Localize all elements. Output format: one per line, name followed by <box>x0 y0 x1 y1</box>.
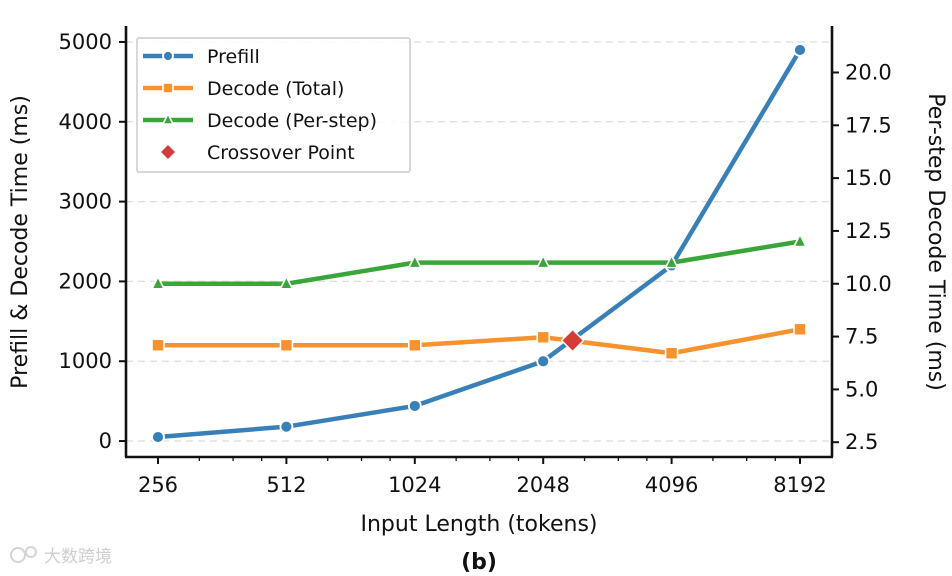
x-tick-label: 2048 <box>516 473 569 497</box>
data-point-decode-per-step <box>279 274 294 290</box>
data-point-decode-total <box>407 338 422 353</box>
legend-label-decode-per-step: Decode (Per-step) <box>207 110 377 132</box>
y-right-tick-label: 5.0 <box>845 377 878 401</box>
data-point-decode-per-step <box>792 232 808 248</box>
data-point-prefill <box>407 399 422 413</box>
watermark-logo-icon <box>25 546 37 558</box>
gridlines <box>126 41 832 442</box>
data-point-decode-per-step <box>535 253 551 269</box>
y-right-tick-label: 7.5 <box>845 325 878 349</box>
x-tick-label: 512 <box>266 473 306 497</box>
data-point-prefill <box>279 419 294 434</box>
x-tick-label: 8192 <box>773 473 826 497</box>
y-right-tick-label: 15.0 <box>845 166 892 190</box>
watermark: 大数跨境 <box>10 546 112 567</box>
y-axis-title-right: Per-step Decode Time (ms) <box>923 93 948 391</box>
legend-label-prefill: Prefill <box>207 46 260 68</box>
x-tick-label: 4096 <box>645 473 698 497</box>
watermark-text: 大数跨境 <box>44 547 112 567</box>
y-tick-label: 5000 <box>59 30 112 54</box>
series-lines <box>150 43 808 444</box>
x-axis-title: Input Length (tokens) <box>361 512 598 537</box>
data-point-decode-total <box>279 338 294 353</box>
y-tick-label: 2000 <box>59 269 112 293</box>
y-tick-label: 3000 <box>59 190 112 214</box>
figure-caption: (b) <box>461 550 497 575</box>
y-tick-label: 4000 <box>59 110 112 134</box>
legend-label-crossover-point: Crossover Point <box>207 142 355 164</box>
x-tick-label: 256 <box>138 473 178 497</box>
tick-labels: 0 1000 2000 3000 4000 5000 2.5 5.0 7.5 10.0 12.5 15… <box>59 30 892 497</box>
data-point-decode-total <box>664 346 679 361</box>
data-point-decode-total <box>536 330 551 345</box>
axes <box>119 26 839 464</box>
watermark-logo-icon <box>10 547 26 563</box>
y-right-tick-label: 20.0 <box>845 60 892 84</box>
series-line-decode-total <box>158 327 801 356</box>
y-axis-title-left: Prefill & Decode Time (ms) <box>8 95 33 389</box>
data-point-decode-per-step <box>407 253 423 269</box>
legend-box <box>136 37 411 173</box>
crossover-point-marker <box>560 328 585 353</box>
y-tick-label: 0 <box>99 429 112 453</box>
data-point-decode-per-step <box>664 253 679 269</box>
legend-label-decode-total: Decode (Total) <box>207 78 344 100</box>
x-tick-label: 1024 <box>388 473 441 497</box>
series-line-prefill <box>157 48 802 440</box>
legend-marker-prefill <box>162 50 174 62</box>
y-right-tick-label: 10.0 <box>845 272 892 296</box>
legend: Prefill Decode (Total) Decode (Per-step) Cr… <box>136 37 411 173</box>
y-right-tick-label: 2.5 <box>845 430 878 454</box>
legend-marker-decode-per-step <box>161 112 175 125</box>
data-point-decode-total <box>151 338 165 353</box>
series-line-decode-per-step <box>158 239 801 287</box>
y-tick-label: 1000 <box>59 349 112 373</box>
data-point-decode-total <box>793 322 807 337</box>
legend-marker-decode-total <box>162 82 174 94</box>
data-point-prefill <box>793 43 807 57</box>
data-point-prefill <box>151 430 165 444</box>
annotations <box>560 328 585 353</box>
legend-marker-crossover-point <box>159 143 177 161</box>
y-right-tick-label: 17.5 <box>845 113 892 137</box>
y-right-tick-label: 12.5 <box>845 219 892 243</box>
data-point-decode-per-step <box>150 274 166 290</box>
data-point-prefill <box>536 354 551 369</box>
